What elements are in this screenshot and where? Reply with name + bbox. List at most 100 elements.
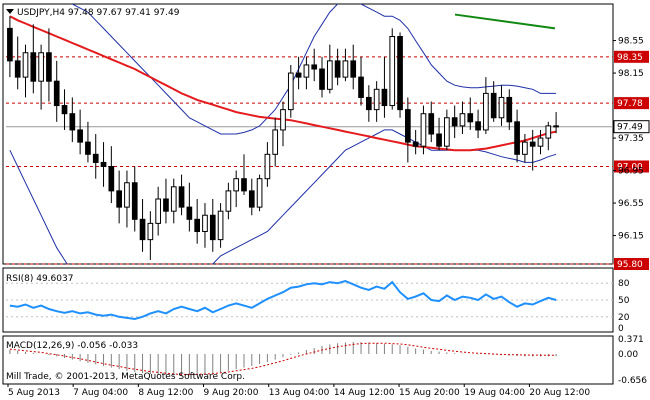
candle-body (522, 141, 528, 155)
candle-body (186, 206, 193, 220)
candle-body (53, 80, 60, 107)
bollinger-upper (71, 4, 557, 135)
rsi-tick-label: 50 (618, 296, 630, 306)
level-label-bg (614, 160, 649, 173)
candle-body (358, 76, 364, 98)
rsi-tick-label: 80 (618, 279, 630, 289)
candle-body (14, 60, 21, 78)
time-tick-label: 20 Aug 12:00 (529, 388, 590, 398)
candle-body (428, 113, 435, 135)
candle-body (108, 166, 115, 192)
candle-body (92, 153, 99, 163)
candle-body (217, 210, 224, 241)
price-tick-label: 96.15 (618, 232, 644, 242)
candle-body (233, 178, 240, 192)
time-tick-label: 19 Aug 04:00 (464, 388, 525, 398)
level-label: 98.35 (617, 53, 643, 63)
candle-body (365, 96, 372, 111)
candle-body (147, 222, 154, 241)
candle-body (444, 117, 450, 147)
rsi-tick-label: 20 (618, 313, 630, 323)
candle-body (475, 121, 481, 131)
candle-body (498, 96, 505, 119)
candle-body (22, 52, 29, 78)
candle-body (506, 96, 513, 123)
rsi-line (9, 279, 557, 321)
candle-body (280, 109, 286, 131)
candle-body (209, 214, 216, 241)
candle-body (264, 153, 271, 180)
candle-body (459, 113, 466, 127)
candle-body (514, 121, 520, 155)
price-tick-label: 96.95 (618, 167, 644, 177)
copyright-text: Mill Trade, © 2001-2013, MetaQuotes Soft… (6, 372, 245, 382)
candle-body (553, 125, 559, 128)
candle-body (272, 129, 279, 155)
candle-body (350, 60, 357, 78)
candle-body (256, 178, 263, 208)
candle-body (397, 36, 403, 111)
candle-body (248, 190, 255, 208)
candle-body (381, 88, 388, 107)
candle-body (225, 190, 232, 212)
candle-body (163, 198, 169, 212)
candle-body (326, 60, 333, 90)
symbol-dropdown-icon[interactable] (6, 9, 14, 14)
time-tick-label: 14 Aug 12:00 (334, 388, 395, 398)
level-label-bg (614, 50, 649, 63)
trend-line (454, 13, 556, 30)
candle-body (405, 109, 411, 143)
candle-body (124, 182, 130, 208)
candle-body (529, 141, 536, 147)
macd-layer (9, 342, 557, 376)
candle-body (467, 113, 474, 123)
macd-tick-label: -0.656 (618, 376, 647, 386)
level-label: 97.00 (617, 163, 643, 173)
candle-body (334, 60, 341, 78)
macd-panel-frame (2, 335, 614, 385)
candle-body (545, 125, 552, 139)
candle-body (7, 27, 13, 62)
candle-body (483, 92, 489, 131)
price-tick-label: 98.55 (618, 37, 644, 47)
candle-body (131, 182, 138, 220)
time-tick-label: 8 Aug 12:00 (138, 388, 193, 398)
level-label-bg (614, 258, 649, 270)
price-tick-label: 96.55 (618, 199, 644, 209)
current-price-label: 97.49 (617, 123, 643, 133)
candle-body (30, 52, 37, 82)
candle-body (46, 52, 52, 82)
candle-body (85, 141, 91, 155)
rsi-tick-label: 0 (618, 324, 624, 334)
main-header: USDJPY,H4 97.48 97.67 97.41 97.49 (17, 8, 180, 18)
candle-body (61, 105, 68, 115)
candle-body (194, 218, 201, 232)
axis-layer: 98.35 97.78 97.00 95.80 97.49 98.55 98.15 97.35… (7, 37, 650, 398)
candle-body (412, 141, 419, 147)
rsi-label: RSI(8) 49.6037 (6, 274, 73, 284)
candle-body (241, 178, 247, 192)
candle-body (38, 52, 44, 82)
time-tick-label: 15 Aug 20:00 (399, 388, 460, 398)
current-price-label-bg (613, 120, 650, 134)
level-label-bg (614, 97, 649, 110)
candle-body (311, 64, 318, 70)
level-label: 97.78 (617, 99, 643, 109)
main-panel-frame (2, 3, 614, 265)
time-tick-label: 9 Aug 20:00 (204, 388, 259, 398)
candle-body (303, 64, 310, 78)
candle-body (155, 198, 161, 224)
candle-body (373, 88, 380, 111)
candle-body (77, 129, 83, 143)
candle-body (295, 72, 302, 78)
candle-body (69, 113, 76, 131)
candle-body (100, 161, 107, 167)
candle-body (116, 190, 122, 208)
macd-tick-label: 0.00 (618, 350, 638, 360)
candle-body (451, 117, 458, 127)
time-tick-label: 7 Aug 04:00 (73, 388, 128, 398)
candle-body (389, 36, 396, 107)
macd-label: MACD(12,26,9) -0.056 -0.033 (6, 341, 138, 351)
time-tick-label: 13 Aug 04:00 (269, 388, 330, 398)
